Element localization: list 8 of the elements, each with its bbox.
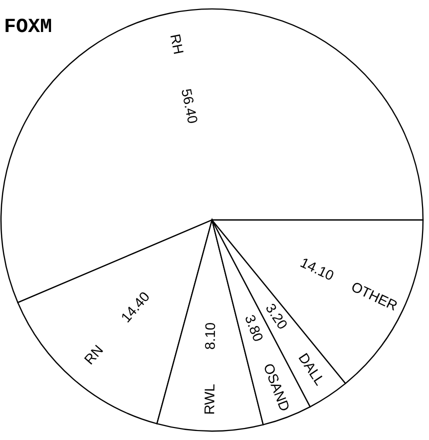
data-label: 56.40 [178, 87, 202, 126]
data-label: 3.80 [242, 312, 267, 344]
slice-label: RH [167, 32, 188, 56]
data-label: 8.10 [202, 322, 218, 350]
chart-title: FOXM [4, 16, 52, 39]
data-label: 14.10 [298, 254, 337, 284]
slice-label: RN [80, 342, 106, 368]
slice-label: RWL [201, 384, 218, 415]
